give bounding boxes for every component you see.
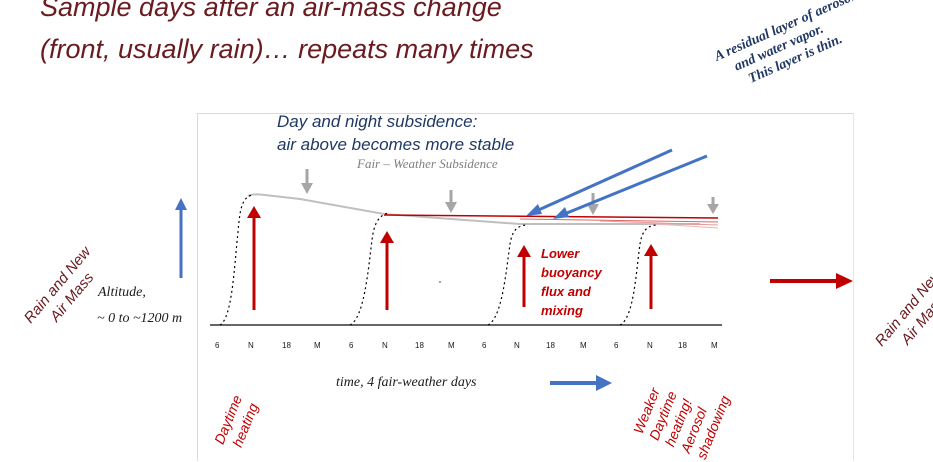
tick-label: 18 <box>546 341 555 350</box>
inversion-line <box>247 193 700 225</box>
tick-label: 18 <box>282 341 291 350</box>
stray-dot <box>439 281 441 283</box>
title-line-2: (front, usually rain)… repeats many time… <box>40 34 534 64</box>
lower-buoyancy-line-1: Lower <box>541 246 580 261</box>
tick-label: M <box>314 341 321 350</box>
subsidence-arrow-2 <box>445 190 457 213</box>
convection-arrow-3 <box>517 245 531 307</box>
tick-label: 18 <box>678 341 687 350</box>
lower-buoyancy-line-4: mixing <box>541 303 583 318</box>
convection-arrow-4 <box>644 244 658 309</box>
residual-line-4 <box>639 222 719 229</box>
altitude-label-line-2: ~ 0 to ~1200 m <box>97 311 183 326</box>
tick-label: N <box>248 341 254 350</box>
subsidence-arrow-4 <box>707 197 719 214</box>
airmass-change-arrow <box>770 273 853 289</box>
subsidence-arrow-1 <box>301 169 313 194</box>
convection-arrow-2 <box>380 231 394 310</box>
tick-label: N <box>382 341 388 350</box>
fair-weather-label: Fair – Weather Subsidence <box>357 156 498 171</box>
altitude-arrow <box>175 198 187 278</box>
time-arrow <box>550 375 612 391</box>
tick-label: 6 <box>349 341 354 350</box>
lower-buoyancy-line-3: flux and <box>541 284 591 299</box>
tick-label: 6 <box>482 341 487 350</box>
lower-buoyancy-label: Lower buoyancy flux and mixing <box>541 244 602 320</box>
diagram-panel <box>197 113 854 461</box>
tick-label: 18 <box>415 341 424 350</box>
growth-curve-1 <box>219 194 253 326</box>
lower-buoyancy-line-2: buoyancy <box>541 265 602 280</box>
tick-label: 6 <box>614 341 619 350</box>
title-line-1: Sample days after an air-mass change <box>40 0 502 22</box>
residual-pointer-arrow-2 <box>553 154 708 219</box>
tick-label: N <box>647 341 653 350</box>
residual-pointer-arrow-1 <box>526 148 673 216</box>
tick-label: M <box>580 341 587 350</box>
subsidence-label-line-2: air above becomes more stable <box>277 135 515 154</box>
growth-curve-4 <box>619 224 657 326</box>
tick-label: N <box>514 341 520 350</box>
tick-label: M <box>448 341 455 350</box>
subsidence-label-line-1: Day and night subsidence: <box>277 112 478 131</box>
convection-arrow-1 <box>247 206 261 310</box>
tick-label: 6 <box>215 341 220 350</box>
time-axis-label: time, 4 fair-weather days <box>336 375 477 390</box>
tick-label: M <box>711 341 718 350</box>
residual-line-top <box>383 214 719 219</box>
growth-curve-2 <box>349 212 389 326</box>
residual-line-2 <box>519 218 719 223</box>
growth-curve-3 <box>487 224 527 326</box>
altitude-label-line-1: Altitude, <box>98 285 146 300</box>
residual-line-3 <box>599 220 719 226</box>
